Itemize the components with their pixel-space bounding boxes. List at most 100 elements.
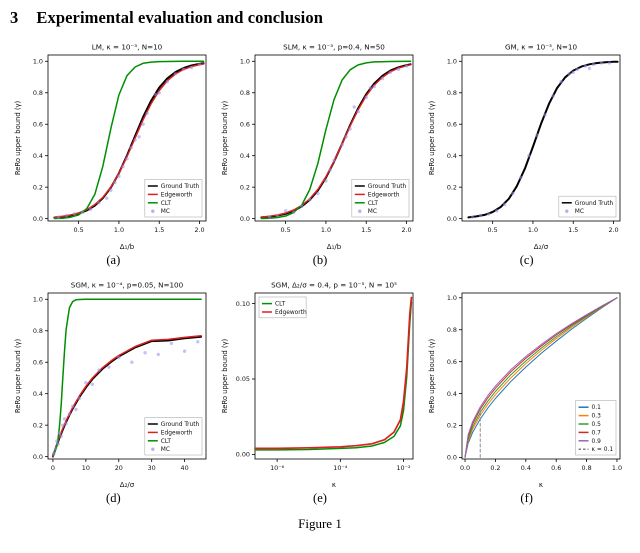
mc-point [113,180,117,185]
x-tick-label: 0 [51,464,55,472]
y-tick-label: 0.8 [33,327,43,335]
mc-point [125,157,130,161]
subplot-grid: 0.5 1.0 1.5 2.0 0.0 0.2 0.4 0.6 0.8 1.0 LM, κ = 10… [10,40,630,506]
y-axis-label: ReRo upper bound (γ) [221,339,229,414]
section-title: Experimental evaluation and conclusion [36,8,323,27]
series-mc [470,61,611,219]
mc-point [518,176,523,180]
mc-point [607,61,611,65]
legend-box [574,400,616,456]
y-tick-label: 0.4 [446,390,456,398]
mc-point [165,80,170,84]
paper-page: 3 Experimental evaluation and conclusion … [10,8,630,531]
series-edgeworth [52,335,203,458]
legend-label-0-1: κ = 0.1 [591,447,613,453]
axes-frame [254,292,414,460]
mc-point [591,62,595,67]
mc-point [328,168,332,172]
y-tick-label: 0.4 [446,152,456,160]
legend-label-0-7: 0.7 [591,430,601,436]
section-number: 3 [10,8,19,27]
legend-label-mc: MC [161,209,170,215]
legend-label-mc: MC [161,447,170,453]
y-axis-label: ReRo upper bound (γ) [428,101,436,176]
legend-marker-mc [151,447,155,451]
legend-label-edgeworth: Edgeworth [275,310,307,316]
y-tick-label: 0.4 [33,152,43,160]
y-tick-label: 0.0 [33,215,43,223]
y-axis-label: ReRo upper bound (γ) [221,101,229,176]
chart-title: LM, κ = 10⁻³, N=10 [92,43,163,52]
x-tick-label: 0.5 [281,226,291,234]
legend-label-clt: CLT [161,439,172,445]
y-tick-label: 0.0 [446,454,456,462]
series-clt [52,298,203,456]
legend-label-mc: MC [368,209,377,215]
y-tick-label: 0.6 [240,120,250,128]
mc-point [58,431,62,435]
y-axis-label: ReRo upper bound (γ) [14,101,22,176]
legend-label-clt: CLT [161,201,172,207]
mc-point [74,407,79,412]
chart-c-canvas: 0.5 1.0 1.5 2.0 0.0 0.2 0.4 0.6 0.8 1.0 GM, κ = 10… [428,43,621,251]
x-axis-label: Δ₁/b [120,243,135,251]
mc-point [117,174,121,178]
legend-marker-mc [151,209,155,213]
legend-label-clt: CLT [368,201,379,207]
legend: Ground Truth Edgeworth CLT MC [144,179,203,218]
mc-point [121,165,126,169]
mc-point [502,202,507,207]
subplot-a-chart: 0.5 1.0 1.5 2.0 0.0 0.2 0.4 0.6 0.8 1.0 LM, κ = 10… [13,40,213,252]
mc-point [174,72,178,76]
mc-point [364,95,368,100]
series-clt [254,301,413,451]
y-tick-label: 0.6 [446,120,456,128]
series-0-7 [464,297,618,458]
mc-point [283,209,288,213]
x-tick-label: 0.0 [460,464,470,472]
mc-point [559,80,563,84]
chart-e-canvas: 10⁻⁶ 10⁻⁴ 10⁻² 0.00 0.05 0.10 SGM, Δ₂/σ = 0.4,… [221,281,414,489]
series-mc [52,340,200,456]
mc-point [332,158,336,163]
subplot-c-chart: 0.5 1.0 1.5 2.0 0.0 0.2 0.4 0.6 0.8 1.0 GM, κ = 10… [427,40,627,252]
chart-title: GM, κ = 10⁻³, N=10 [505,43,578,52]
series-0-5 [464,297,618,458]
chart-title: SLM, κ = 10⁻³, p=0.4, N=50 [283,43,385,52]
mc-point [68,412,72,416]
x-tick-label: 2.0 [401,226,411,234]
y-tick-label: 1.0 [240,57,250,65]
subplot-b: 0.5 1.0 1.5 2.0 0.0 0.2 0.4 0.6 0.8 1.0 SLM, κ = 1… [217,40,424,268]
mc-point [388,70,393,74]
figure-caption: Figure 1 [298,516,342,531]
x-tick-label: 1.0 [321,226,331,234]
series-edgeworth [254,296,413,450]
mc-point [542,113,547,117]
mc-point [571,70,575,74]
y-tick-label: 0.0 [240,215,250,223]
x-tick-label: 1.5 [361,226,371,234]
subplot-a: 0.5 1.0 1.5 2.0 0.0 0.2 0.4 0.6 0.8 1.0 LM, κ = 10… [10,40,217,268]
legend-label-ground-truth: Ground Truth [161,184,200,190]
mc-point [372,84,376,89]
mc-point [344,135,348,139]
mc-point [300,204,304,208]
mc-point [63,417,67,421]
x-axis-label: Δ₂/σ [533,243,548,251]
x-tick-label: 1.5 [568,226,578,234]
subplot-d-chart: 0 10 20 30 40 0.0 0.2 0.4 0.6 0.8 1.0 SGM, κ = 10⁻⁴… [13,278,213,490]
y-tick-label: 0.0 [33,453,43,461]
mc-point [380,76,385,81]
mc-point [267,215,272,219]
series-0-3 [464,297,618,458]
x-tick-label: 10⁻⁴ [333,464,348,472]
mc-point [91,382,95,386]
subplot-d-caption: (d) [106,491,121,505]
legend: 0.1 0.3 0.5 0.7 0.9 κ = 0.1 [574,400,616,456]
subplot-e-chart: 10⁻⁶ 10⁻⁴ 10⁻² 0.00 0.05 0.10 SGM, Δ₂/σ = 0.4,… [220,278,420,490]
y-tick-label: 0.4 [240,152,250,160]
mc-point [157,91,162,95]
legend: CLT Edgeworth [258,296,307,319]
y-tick-label: 0.10 [236,300,250,308]
legend-label-edgeworth: Edgeworth [368,192,400,198]
